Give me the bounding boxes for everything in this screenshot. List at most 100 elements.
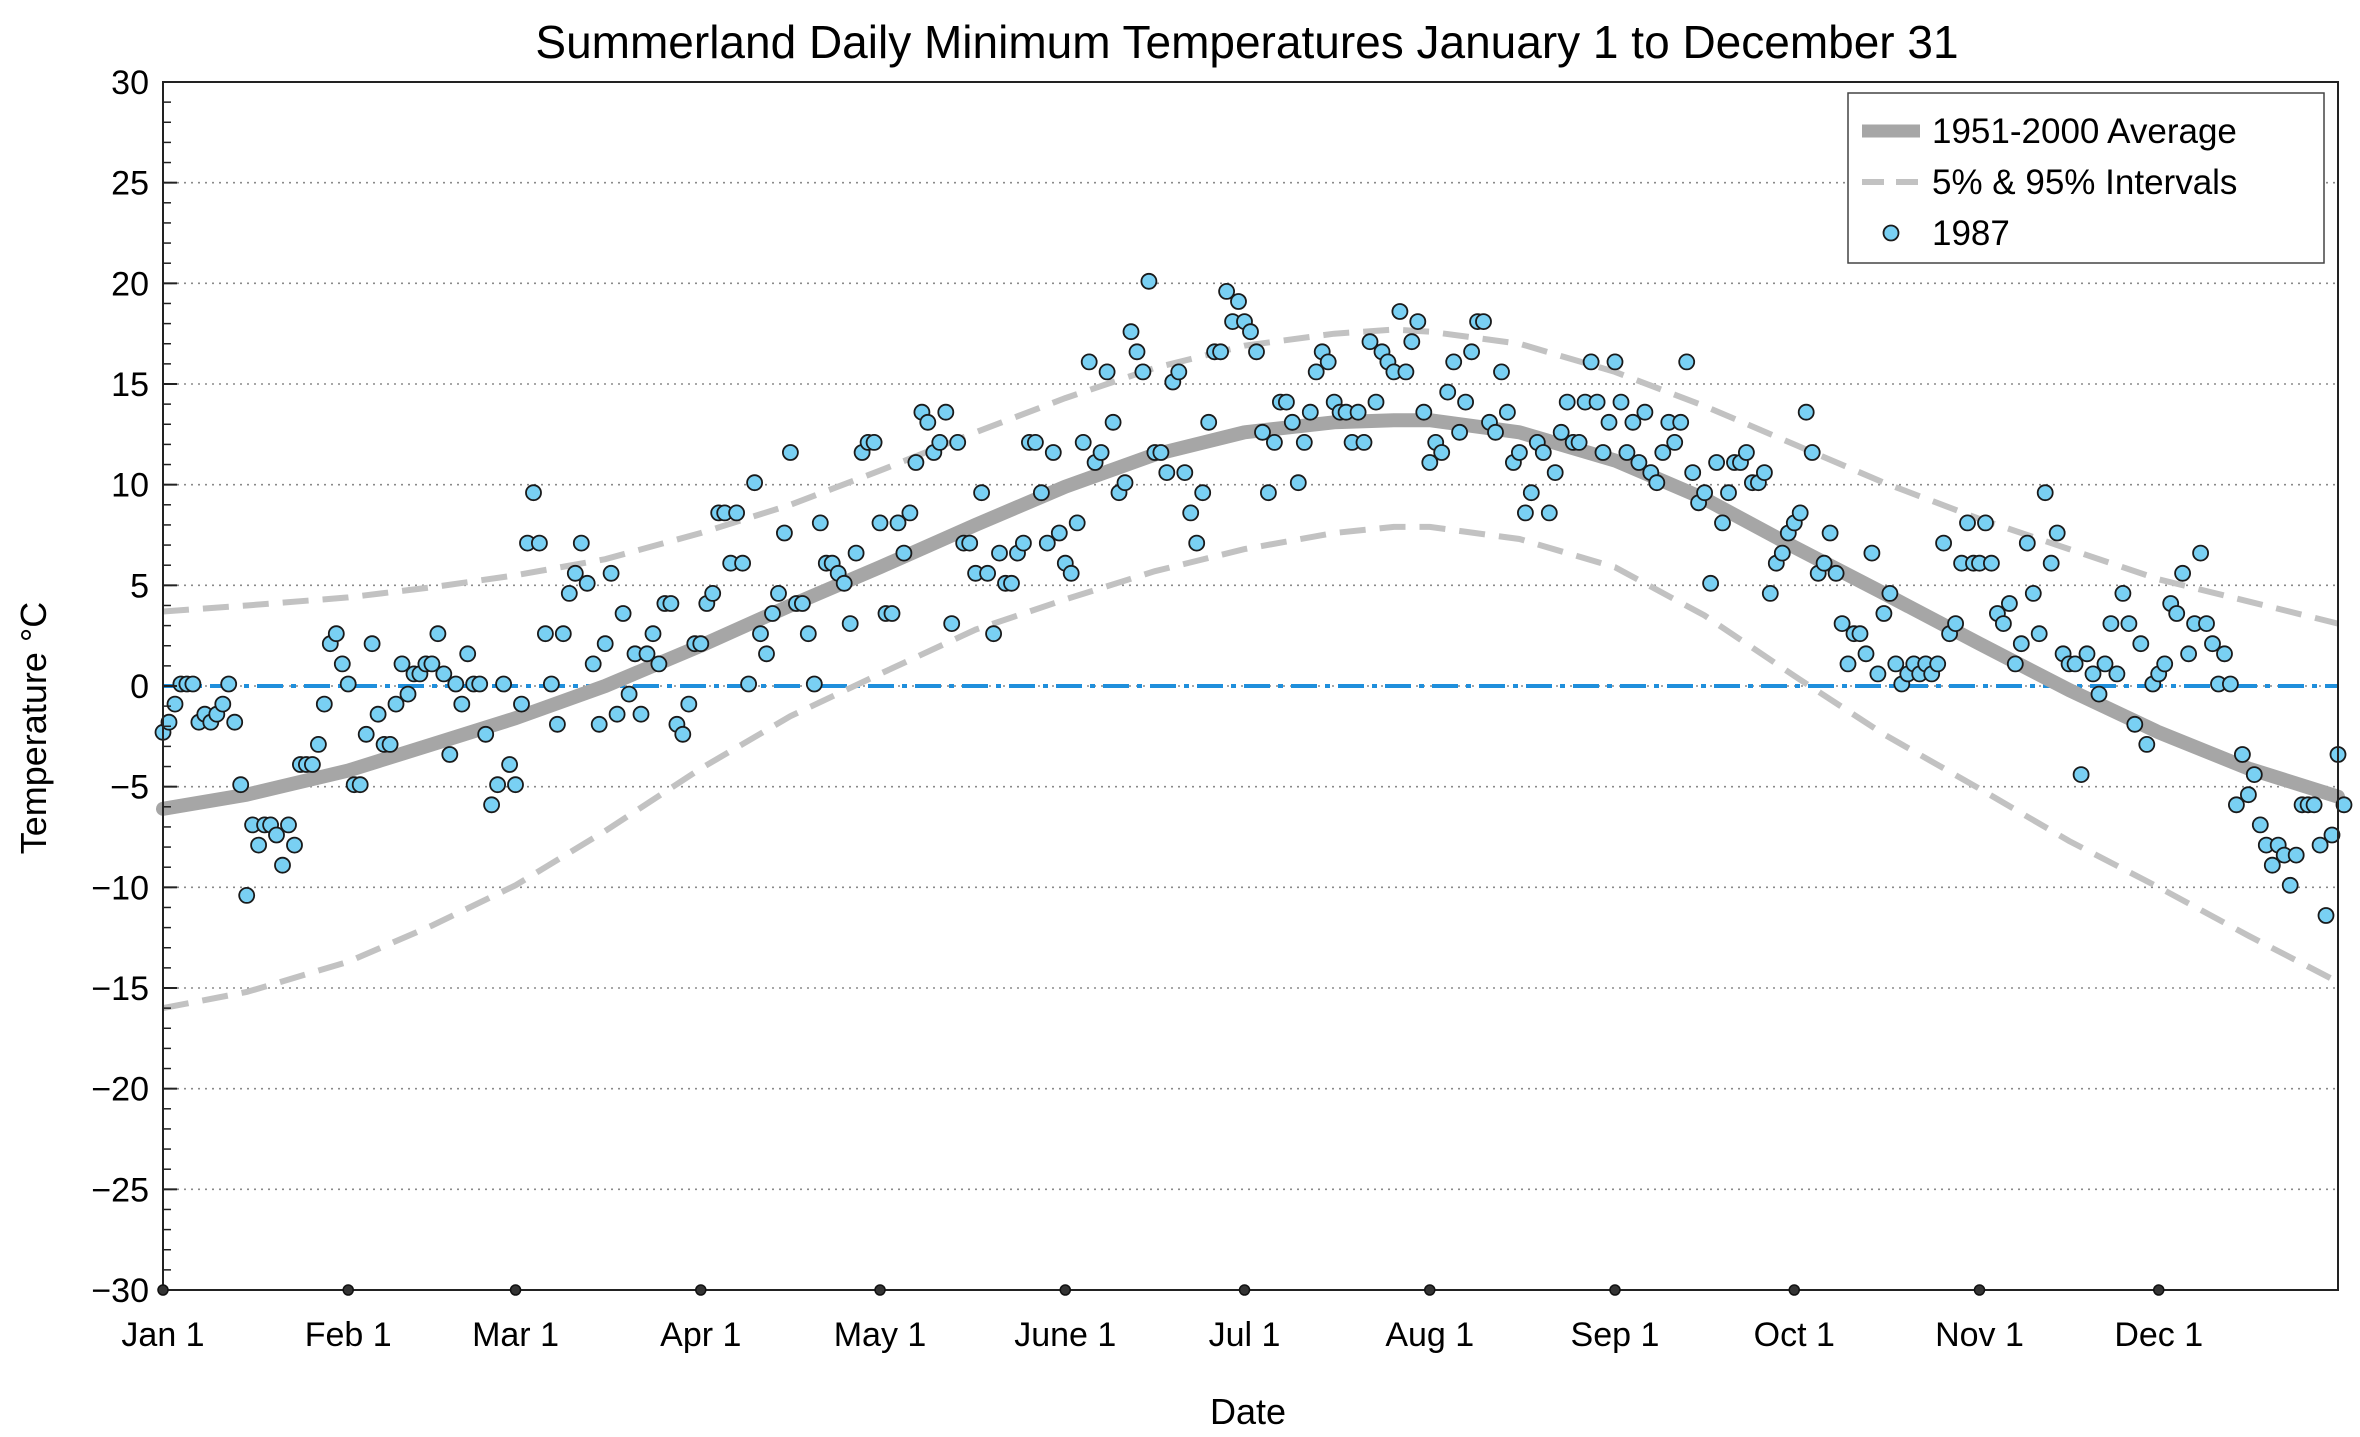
y-tick-label: −25: [91, 1171, 149, 1209]
data-point: [2102, 615, 2120, 632]
x-tick-label: Mar 1: [472, 1316, 559, 1354]
y-tick-label: 20: [111, 265, 149, 303]
data-point: [1761, 585, 1779, 602]
data-point: [1702, 574, 1719, 592]
data-point: [2120, 615, 2138, 632]
data-point: [1511, 444, 1528, 461]
data-point: [662, 595, 680, 612]
x-tick-marker: [157, 1284, 169, 1296]
data-point: [1672, 413, 1690, 431]
data-point: [1319, 353, 1337, 371]
data-point: [1260, 484, 1277, 502]
data-point: [423, 655, 441, 673]
data-point: [537, 625, 554, 643]
data-point: [2018, 534, 2036, 552]
data-point: [2251, 816, 2269, 834]
data-point: [602, 564, 620, 582]
data-point: [949, 433, 967, 451]
data-point: [1588, 393, 1606, 411]
data-point: [1493, 363, 1510, 381]
data-point: [1062, 564, 1080, 582]
data-point: [608, 705, 626, 723]
data-point: [2048, 524, 2066, 542]
data-point: [268, 826, 285, 844]
data-point: [1558, 393, 1576, 411]
data-point: [871, 514, 889, 532]
data-point: [441, 746, 459, 763]
data-point: [1128, 343, 1146, 361]
y-tick-label: 0: [130, 668, 149, 706]
data-point: [794, 595, 811, 612]
data-point: [1134, 363, 1152, 381]
data-point: [1361, 333, 1379, 351]
data-point: [1188, 534, 1206, 552]
data-point: [1158, 464, 1176, 482]
data-point: [674, 725, 692, 743]
x-tick-label: Aug 1: [1385, 1316, 1474, 1354]
data-point: [333, 655, 351, 673]
data-point: [1068, 514, 1086, 532]
data-point: [1421, 454, 1439, 471]
data-point: [1116, 474, 1134, 492]
data-point: [1015, 534, 1032, 552]
data-point: [907, 454, 925, 471]
data-point: [1248, 343, 1265, 361]
data-point: [1517, 504, 1534, 522]
data-point: [549, 715, 566, 733]
data-point: [1612, 393, 1630, 411]
data-point: [429, 625, 447, 643]
data-point: [1636, 403, 1654, 421]
x-axis-label: Date: [1210, 1391, 1286, 1432]
data-point: [1552, 423, 1570, 441]
data-point: [1648, 474, 1666, 492]
y-tick-label: −10: [91, 869, 149, 907]
data-point: [758, 645, 775, 663]
x-tick-label: May 1: [834, 1316, 927, 1354]
data-point: [1289, 474, 1307, 492]
data-point: [740, 675, 757, 693]
data-point: [1152, 444, 1170, 461]
data-point: [315, 695, 333, 713]
data-point: [973, 484, 990, 502]
data-point: [2305, 796, 2323, 814]
data-point: [728, 504, 745, 522]
data-point: [1182, 504, 1200, 522]
data-point: [2180, 645, 2198, 663]
data-point: [2198, 615, 2215, 632]
data-point: [2156, 655, 2174, 673]
data-point: [303, 756, 321, 773]
data-point: [680, 695, 698, 713]
data-point: [2024, 585, 2042, 602]
data-point: [1546, 464, 1564, 482]
average-line: [156, 413, 2345, 816]
data-point: [2204, 635, 2221, 653]
data-point: [495, 675, 513, 693]
data-point: [1851, 625, 1869, 643]
data-point: [1050, 524, 1068, 542]
data-point: [1355, 433, 1373, 451]
data-point: [596, 635, 614, 653]
y-axis-label: Temperature °C: [13, 602, 54, 855]
x-tick-label: Dec 1: [2114, 1316, 2203, 1354]
data-point: [309, 736, 327, 753]
data-point: [1756, 464, 1773, 482]
data-point: [1791, 504, 1809, 522]
data-point: [1200, 413, 1218, 431]
data-point: [1666, 433, 1684, 451]
data-point: [1983, 554, 2000, 572]
data-point: [847, 544, 865, 562]
data-point: [554, 625, 572, 643]
x-tick-marker: [1059, 1284, 1072, 1296]
data-point: [2168, 605, 2186, 622]
y-tick-label: 25: [111, 165, 149, 203]
data-point: [1487, 423, 1504, 441]
data-point: [901, 504, 919, 522]
data-point: [620, 685, 638, 703]
data-point: [477, 725, 495, 743]
x-tick-label: Jul 1: [1209, 1316, 1281, 1354]
data-point: [782, 444, 799, 461]
data-point: [1534, 444, 1552, 461]
data-point: [2066, 655, 2084, 673]
data-point: [1433, 444, 1451, 461]
